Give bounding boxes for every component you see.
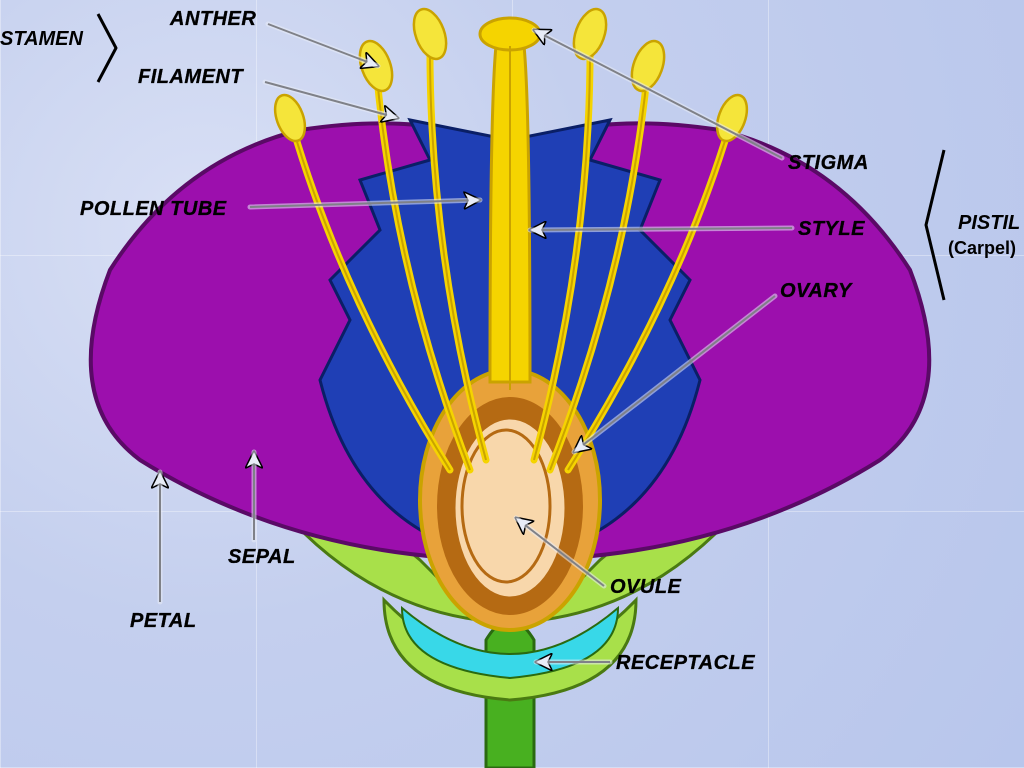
- label-anther: ANTHER: [170, 8, 256, 31]
- label-filament: FILAMENT: [138, 66, 243, 89]
- label-petal: PETAL: [130, 610, 197, 633]
- stigma: [480, 18, 540, 50]
- anther: [408, 5, 453, 64]
- anther: [568, 5, 613, 64]
- group-stamen: STAMEN: [0, 28, 83, 51]
- label-receptacle: RECEPTACLE: [616, 652, 755, 675]
- bracket-pistil: [926, 150, 944, 300]
- group-pistil: PISTIL: [958, 212, 1020, 235]
- label-sepal: SEPAL: [228, 546, 296, 569]
- label-style: STYLE: [798, 218, 865, 241]
- group-pistil-sub: (Carpel): [948, 238, 1016, 259]
- label-stigma: STIGMA: [788, 152, 869, 175]
- label-pollen-tube: POLLEN TUBE: [80, 198, 227, 221]
- label-ovule: OVULE: [610, 576, 681, 599]
- bracket-stamen: [98, 14, 116, 82]
- label-ovary: OVARY: [780, 280, 852, 303]
